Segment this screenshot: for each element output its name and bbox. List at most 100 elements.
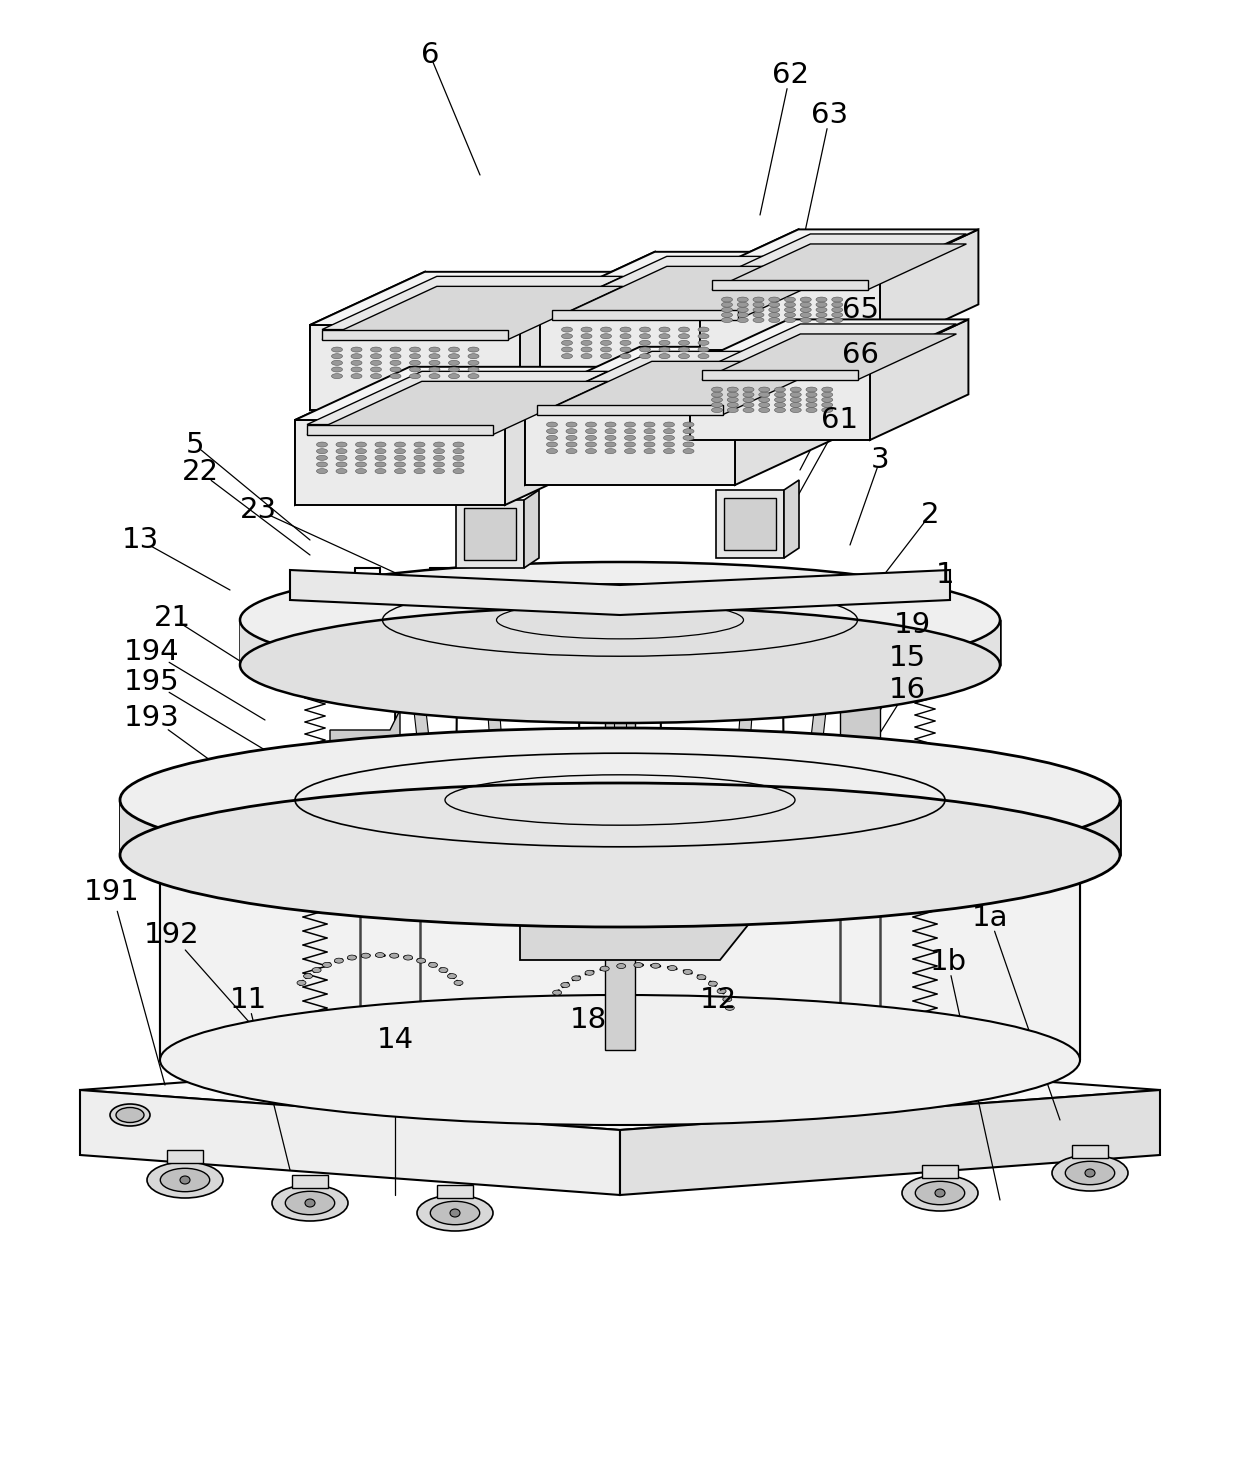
Ellipse shape [806,398,817,402]
Ellipse shape [640,334,651,338]
Ellipse shape [394,469,405,474]
Ellipse shape [600,966,609,972]
Polygon shape [923,1166,959,1179]
Ellipse shape [727,402,738,408]
Ellipse shape [439,967,448,973]
Polygon shape [295,367,409,506]
Ellipse shape [806,402,817,408]
Polygon shape [735,347,849,485]
Ellipse shape [620,326,631,332]
Ellipse shape [600,326,611,332]
Ellipse shape [816,312,827,318]
Polygon shape [689,319,789,440]
Ellipse shape [241,562,999,678]
Ellipse shape [712,402,723,408]
Ellipse shape [429,354,440,358]
Ellipse shape [832,312,843,318]
Ellipse shape [738,318,748,322]
Text: 15: 15 [888,644,925,672]
Ellipse shape [785,312,796,318]
Ellipse shape [640,326,651,332]
Ellipse shape [117,1107,144,1122]
Polygon shape [308,382,608,434]
Polygon shape [784,479,799,558]
Ellipse shape [738,297,748,302]
Ellipse shape [683,423,694,427]
Ellipse shape [822,402,833,408]
Ellipse shape [800,297,811,302]
Ellipse shape [712,398,723,402]
Polygon shape [436,1185,472,1198]
Ellipse shape [663,436,675,440]
Ellipse shape [374,449,386,453]
Ellipse shape [1065,1161,1115,1185]
Ellipse shape [347,956,356,960]
Ellipse shape [738,312,748,318]
Ellipse shape [562,341,573,345]
Polygon shape [525,347,640,485]
Polygon shape [291,1174,329,1187]
Ellipse shape [698,341,709,345]
Ellipse shape [316,449,327,453]
Ellipse shape [683,436,694,440]
Ellipse shape [769,297,780,302]
Ellipse shape [429,367,440,372]
Ellipse shape [449,367,460,372]
Polygon shape [702,323,956,370]
Ellipse shape [625,436,635,440]
Text: 16: 16 [888,676,925,704]
Ellipse shape [331,347,342,353]
Ellipse shape [698,354,709,358]
Ellipse shape [759,398,770,402]
Ellipse shape [800,318,811,322]
Ellipse shape [331,354,342,358]
Ellipse shape [434,462,444,468]
Polygon shape [355,820,396,842]
Polygon shape [689,366,870,440]
Ellipse shape [120,782,1120,927]
Ellipse shape [585,441,596,447]
Ellipse shape [775,402,785,408]
Ellipse shape [785,307,796,312]
Ellipse shape [547,436,558,440]
Ellipse shape [822,392,833,398]
Polygon shape [505,367,620,506]
Ellipse shape [605,441,616,447]
Ellipse shape [800,312,811,318]
Ellipse shape [560,982,570,988]
Ellipse shape [391,347,401,353]
Ellipse shape [467,373,479,379]
Ellipse shape [753,312,764,318]
Ellipse shape [915,1182,965,1205]
Ellipse shape [241,608,999,723]
Ellipse shape [374,456,386,460]
Ellipse shape [351,347,362,353]
Ellipse shape [832,318,843,322]
Ellipse shape [356,469,367,474]
Ellipse shape [644,449,655,453]
Ellipse shape [391,367,401,372]
Ellipse shape [683,441,694,447]
Ellipse shape [304,973,312,979]
Polygon shape [241,621,999,664]
Ellipse shape [605,449,616,453]
Ellipse shape [391,373,401,379]
Ellipse shape [640,354,651,358]
Ellipse shape [785,318,796,322]
Ellipse shape [712,408,723,412]
Ellipse shape [727,392,738,398]
Ellipse shape [620,354,631,358]
Ellipse shape [356,441,367,447]
Ellipse shape [605,423,616,427]
Ellipse shape [394,462,405,468]
Ellipse shape [625,449,635,453]
Ellipse shape [467,347,479,353]
Polygon shape [539,252,864,305]
Polygon shape [308,424,494,434]
Ellipse shape [775,398,785,402]
Ellipse shape [769,307,780,312]
Ellipse shape [725,1005,734,1010]
Polygon shape [485,664,506,800]
Ellipse shape [678,347,689,353]
Polygon shape [308,372,608,424]
